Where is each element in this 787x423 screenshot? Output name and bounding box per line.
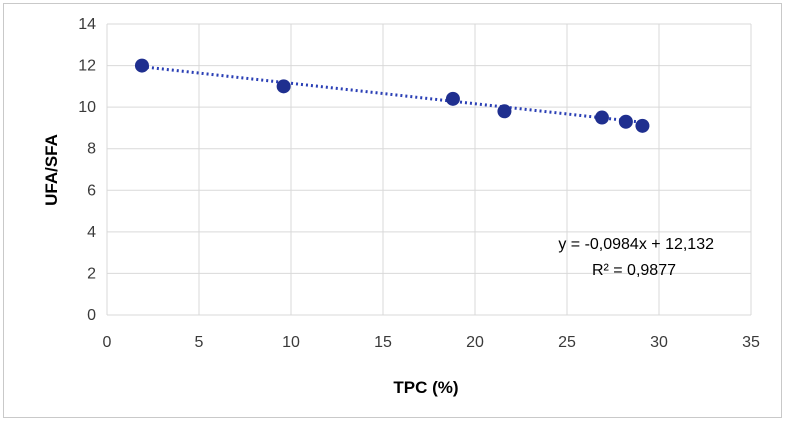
x-tick-label: 25: [558, 334, 576, 351]
data-point: [445, 91, 460, 106]
x-tick-label: 0: [103, 334, 112, 351]
data-point: [635, 118, 650, 133]
data-point: [276, 79, 291, 94]
x-axis-title: TPC (%): [393, 378, 458, 397]
data-point: [594, 110, 609, 125]
y-tick-label: 4: [87, 224, 96, 241]
y-tick-label: 12: [78, 58, 96, 75]
data-point: [497, 104, 512, 119]
x-tick-label: 5: [195, 334, 204, 351]
y-tick-label: 6: [87, 182, 96, 199]
y-tick-label: 8: [87, 141, 96, 158]
y-tick-label: 2: [87, 265, 96, 282]
chart-frame: [3, 3, 782, 418]
y-axis-title: UFA/SFA: [42, 134, 61, 206]
x-axis-ticks: 0 5 10 15 20 25 30 35: [103, 334, 760, 351]
r-squared-label: R² = 0,9877: [592, 262, 676, 279]
x-tick-label: 15: [374, 334, 392, 351]
x-tick-label: 20: [466, 334, 484, 351]
data-points: [134, 58, 650, 133]
trendline: [141, 65, 643, 124]
data-point: [618, 114, 633, 129]
gridlines: [106, 23, 752, 316]
y-axis-ticks: 0 2 4 6 8 10 12 14: [78, 16, 96, 324]
data-point: [134, 58, 149, 73]
x-tick-label: 35: [742, 334, 760, 351]
x-tick-label: 10: [282, 334, 300, 351]
x-tick-label: 30: [650, 334, 668, 351]
y-tick-label: 14: [78, 16, 96, 33]
y-tick-label: 0: [87, 307, 96, 324]
trendline-equation: y = -0,0984x + 12,132: [558, 236, 714, 253]
y-tick-label: 10: [78, 99, 96, 116]
